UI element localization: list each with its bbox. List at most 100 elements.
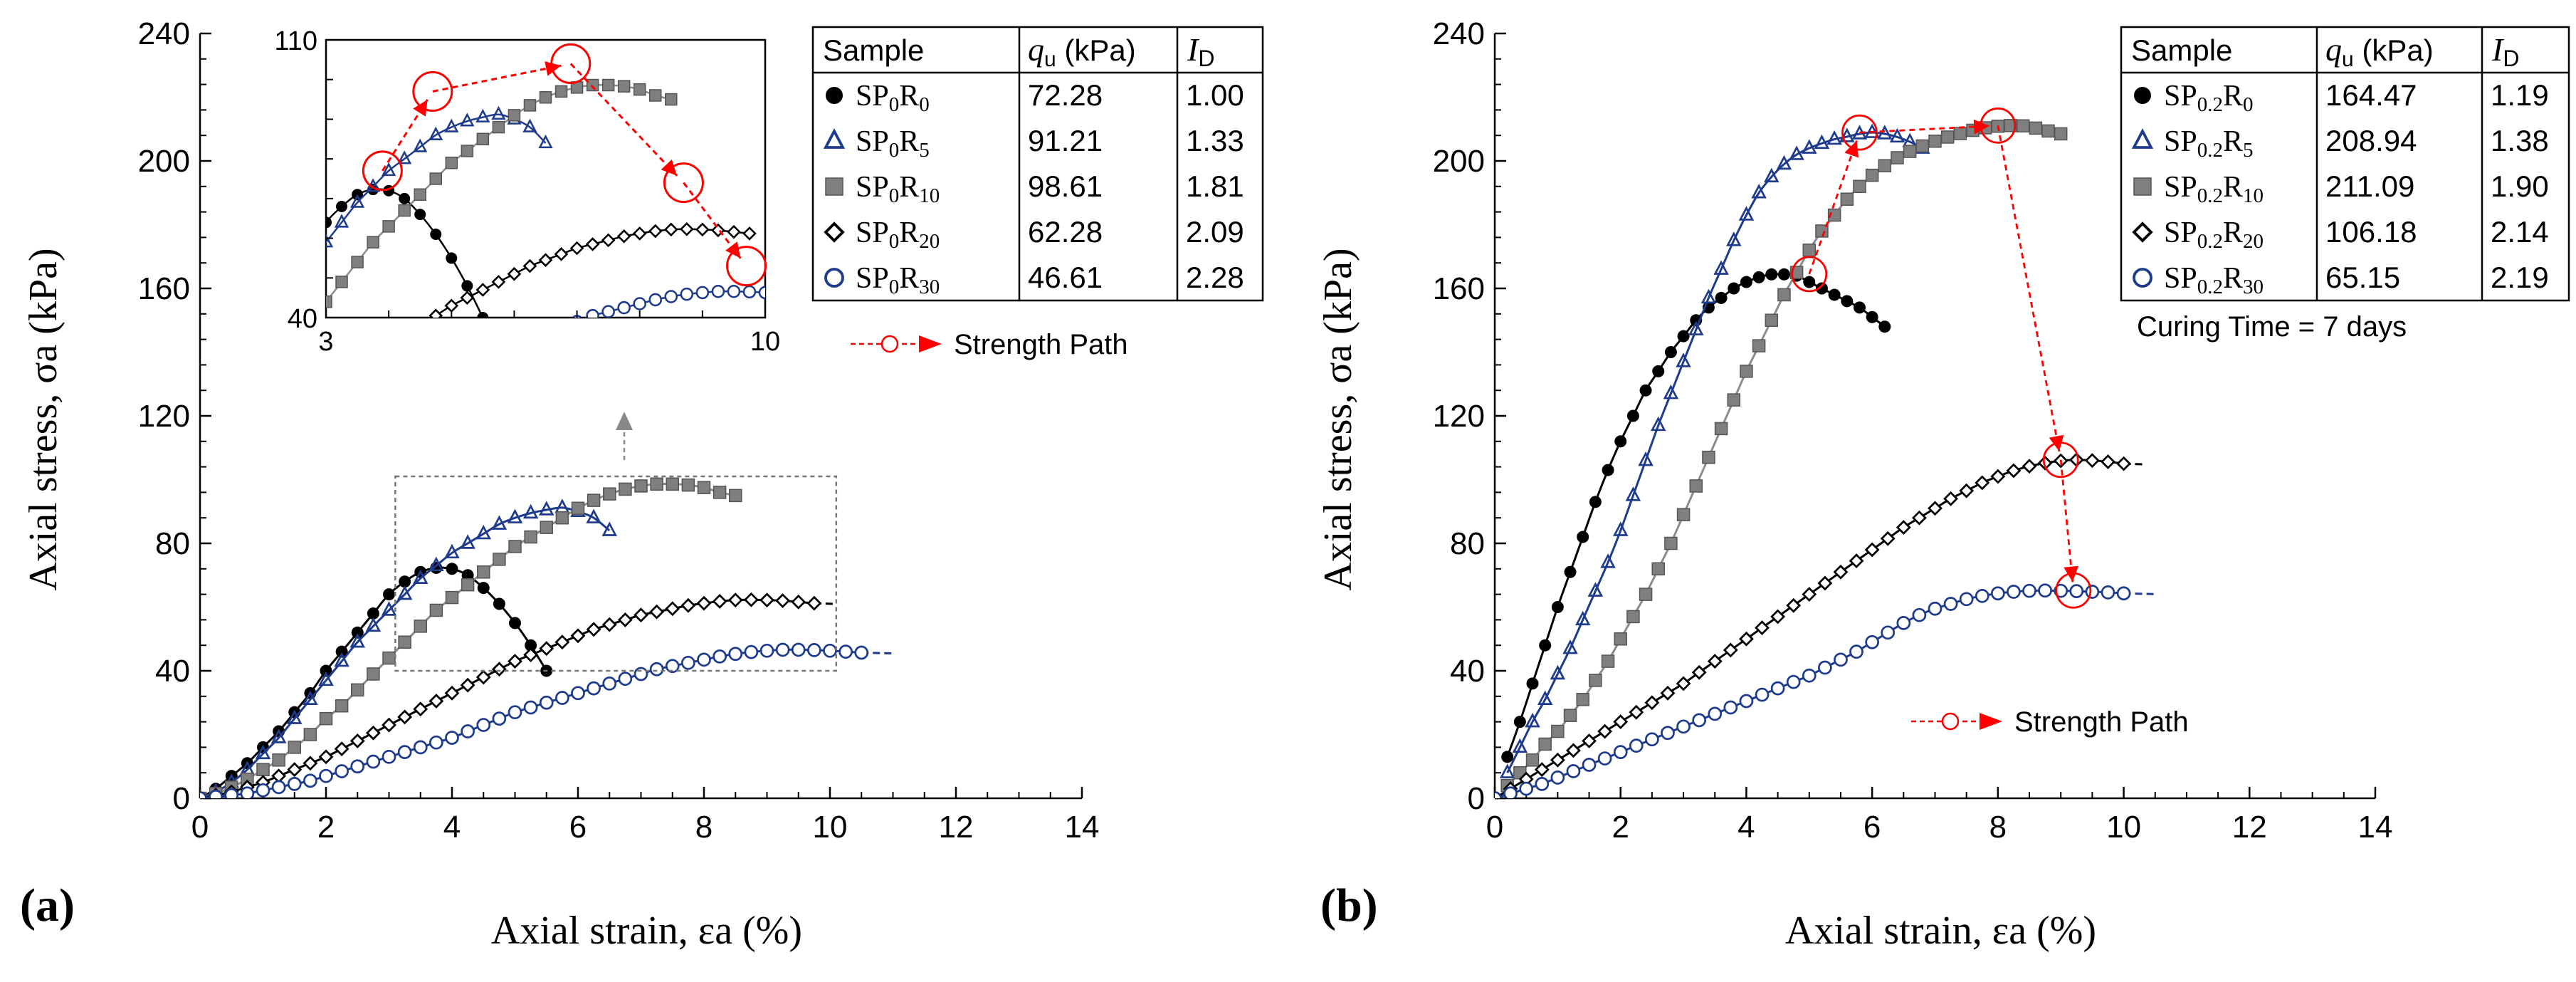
data-point bbox=[2116, 456, 2131, 471]
data-point bbox=[255, 744, 271, 760]
data-point bbox=[602, 677, 617, 691]
data-point bbox=[1959, 483, 1975, 498]
data-point bbox=[1707, 654, 1723, 669]
inset-data-point bbox=[367, 236, 379, 249]
data-point bbox=[1903, 145, 1917, 158]
id-symbol: I bbox=[1187, 31, 1200, 68]
data-point bbox=[634, 667, 648, 681]
data-point bbox=[399, 575, 411, 588]
inset-data-point bbox=[601, 305, 615, 318]
data-point bbox=[2116, 586, 2131, 601]
legend-path-ring bbox=[880, 335, 899, 353]
data-point bbox=[351, 683, 364, 697]
sample-r: R bbox=[2223, 262, 2243, 295]
sample-r: R bbox=[899, 125, 919, 158]
data-point bbox=[1564, 565, 1577, 578]
data-point bbox=[1614, 632, 1627, 646]
inset-data-point bbox=[601, 78, 615, 92]
data-point bbox=[696, 595, 712, 611]
data-point bbox=[1777, 288, 1791, 302]
data-point bbox=[1702, 450, 1715, 464]
data-point bbox=[2022, 583, 2036, 598]
data-point bbox=[445, 731, 459, 745]
strength-path-legend: Strength Path bbox=[1911, 706, 2189, 738]
data-point bbox=[1587, 582, 1604, 597]
data-point bbox=[522, 503, 539, 519]
data-point bbox=[1764, 167, 1779, 183]
data-point bbox=[1677, 330, 1690, 343]
data-point bbox=[1928, 135, 1942, 148]
legend-sample-name: SP0R5 bbox=[856, 125, 930, 162]
inset-data-point bbox=[326, 216, 332, 229]
data-point bbox=[523, 700, 538, 715]
sample-p-sub: 0 bbox=[889, 184, 900, 207]
inset-data-point bbox=[554, 247, 569, 261]
y-tick-label: 40 bbox=[155, 654, 190, 689]
data-point bbox=[728, 647, 743, 662]
data-point bbox=[1664, 346, 1677, 358]
data-point bbox=[1613, 745, 1628, 759]
inset-series-SP0R30 bbox=[493, 284, 765, 357]
data-point bbox=[697, 481, 711, 494]
sample-r: R bbox=[2223, 80, 2243, 113]
inset-data-point bbox=[413, 138, 428, 152]
panel-label: (a) bbox=[20, 879, 75, 931]
data-point bbox=[1576, 693, 1589, 706]
data-point bbox=[1708, 706, 1723, 721]
legend-sample-name: SP0.2R20 bbox=[2164, 216, 2264, 253]
legend-sample-name: SP0R0 bbox=[856, 80, 930, 116]
data-point bbox=[727, 592, 743, 608]
data-point bbox=[538, 501, 554, 516]
data-point bbox=[1566, 743, 1581, 758]
inset-data-point bbox=[522, 258, 537, 273]
data-point bbox=[397, 709, 413, 725]
sample-p-sub: 0.2 bbox=[2197, 184, 2223, 207]
data-point bbox=[350, 759, 365, 774]
inset-data-point bbox=[460, 291, 475, 305]
data-point bbox=[2069, 584, 2084, 598]
inset-data-point bbox=[522, 118, 537, 132]
inset-data-point bbox=[477, 312, 489, 318]
y-tick-label: 0 bbox=[173, 781, 190, 816]
sample-p-sub: 0 bbox=[889, 230, 900, 253]
inset-data-point bbox=[493, 345, 504, 357]
inset-data-point bbox=[508, 109, 521, 122]
data-point bbox=[429, 603, 443, 617]
data-point bbox=[366, 754, 381, 769]
data-point bbox=[444, 685, 460, 701]
data-point bbox=[1582, 733, 1597, 748]
data-point bbox=[1889, 127, 1905, 143]
data-point bbox=[713, 649, 727, 664]
data-point bbox=[1676, 352, 1691, 367]
data-point bbox=[1865, 634, 1880, 649]
data-point bbox=[743, 592, 759, 607]
data-point bbox=[1789, 145, 1804, 160]
data-point bbox=[1602, 464, 1614, 476]
legend-header-sample: Sample bbox=[823, 33, 924, 67]
x-tick-label: 10 bbox=[813, 810, 848, 845]
data-point bbox=[477, 565, 490, 579]
sample-r-sub: 5 bbox=[919, 139, 930, 162]
data-point bbox=[460, 534, 475, 549]
data-point bbox=[2041, 124, 2055, 138]
legend-qu-value: 106.18 bbox=[2325, 215, 2417, 249]
data-point bbox=[381, 601, 397, 616]
data-point bbox=[539, 695, 554, 710]
data-point bbox=[445, 590, 459, 605]
data-point bbox=[1834, 652, 1848, 667]
data-point bbox=[334, 652, 349, 667]
sample-r-sub: 10 bbox=[919, 184, 940, 207]
data-point bbox=[1644, 695, 1660, 711]
data-point bbox=[1652, 365, 1665, 377]
inset-data-point bbox=[680, 287, 694, 301]
data-point bbox=[1880, 531, 1896, 546]
x-tick-label: 2 bbox=[317, 810, 335, 845]
data-point bbox=[1551, 601, 1564, 613]
legend-header-id: ID bbox=[1187, 31, 1214, 71]
data-point bbox=[256, 763, 270, 776]
data-point bbox=[1626, 409, 1639, 422]
sample-prefix: SP bbox=[856, 262, 889, 295]
legend-row: SP0.2R30 65.15 2.19 bbox=[2133, 261, 2549, 298]
data-point bbox=[256, 783, 270, 798]
